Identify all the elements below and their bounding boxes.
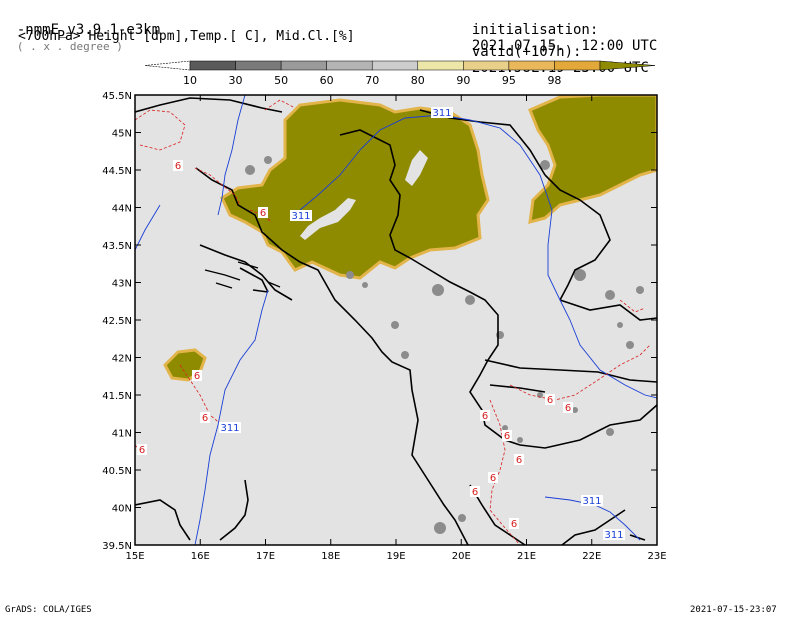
cloud-grey-patches [245, 156, 644, 534]
height-contour-label: 311 [582, 496, 601, 507]
units-note: ( . x . degree ) [16, 40, 123, 53]
temp-label-bg [480, 410, 490, 421]
height-contour-label: 311 [432, 108, 451, 119]
temp-contour-label: 6 [139, 445, 145, 456]
temp-contour-label: 6 [504, 431, 510, 442]
lat-label: 45N [112, 129, 132, 140]
temp-contour-label: 6 [565, 403, 571, 414]
height-contour-label: 311 [220, 423, 239, 434]
temp-label-bg [192, 370, 202, 381]
temp-label-bg [509, 518, 519, 529]
init-label: initialisation: [471, 22, 599, 38]
colorbar-label: 60 [320, 74, 334, 87]
temp-label-bg [258, 207, 268, 218]
temp-label-bg [470, 486, 480, 497]
lon-label: 21E [517, 551, 536, 562]
lon-label: 16E [191, 551, 210, 562]
field-description: <700hPa> Height [dpm],Temp.[ C], Mid.Cl.… [18, 29, 355, 44]
valid-label: valid(+107h): [471, 44, 582, 60]
colorbar-label: 95 [502, 74, 516, 87]
lon-label: 15E [125, 551, 144, 562]
lon-label: 22E [582, 551, 601, 562]
cloud-dense-area-balkans [220, 98, 490, 280]
cloud-gap [405, 150, 428, 186]
lat-label: 40.5N [102, 466, 132, 477]
init-time: 2021.07.15. 12:00 UTC [471, 38, 658, 54]
lon-label: 20E [452, 551, 471, 562]
lat-label: 42N [112, 354, 132, 365]
temp-label-bg [545, 394, 555, 405]
colorbar-label: 90 [456, 74, 470, 87]
temp-label-bg [563, 402, 573, 413]
colorbar-label: 70 [365, 74, 379, 87]
temp-label-bg [200, 412, 210, 423]
height-contours [135, 95, 657, 545]
height-label-bg [290, 210, 312, 221]
lon-label: 17E [256, 551, 275, 562]
islands [204, 261, 281, 293]
temp-contour-label: 6 [547, 395, 553, 406]
temp-contour-label: 6 [490, 473, 496, 484]
temp-contour-label: 6 [194, 371, 200, 382]
colorbar-label: 10 [183, 74, 197, 87]
cloud-gap [300, 198, 356, 240]
temp-contour-label: 6 [472, 487, 478, 498]
colorbar-upper-arrow [599, 60, 656, 71]
lat-label: 44N [112, 204, 132, 215]
lon-label: 18E [321, 551, 340, 562]
temp-label-bg [137, 444, 147, 455]
footer-right: 2021-07-15-23:07 [690, 605, 777, 615]
colorbar-label: 50 [274, 74, 288, 87]
colorbar: 10 30 50 60 70 80 90 95 98 [144, 60, 656, 87]
lat-label: 44.5N [102, 166, 132, 177]
height-contour-label: 311 [291, 211, 310, 222]
colorbar-label: 80 [411, 74, 425, 87]
lat-label: 40N [112, 504, 132, 515]
height-label-bg [219, 422, 241, 433]
temp-label-bg [488, 472, 498, 483]
height-label-bg [603, 529, 625, 540]
coastlines-and-borders [135, 97, 657, 545]
lat-label: 41N [112, 429, 132, 440]
lat-label: 42.5N [102, 316, 132, 327]
temp-label-bg [514, 454, 524, 465]
colorbar-label: 30 [229, 74, 243, 87]
lon-label: 23E [647, 551, 666, 562]
colorbar-label: 98 [547, 74, 561, 87]
footer-left: GrADS: COLA/IGES [5, 605, 92, 615]
temp-contour-label: 6 [516, 455, 522, 466]
temp-contour-label: 6 [260, 208, 266, 219]
lat-label: 43.5N [102, 241, 132, 252]
height-label-bg [581, 495, 603, 506]
temp-contour-label: 6 [511, 519, 517, 530]
temp-contour-label: 6 [202, 413, 208, 424]
height-label-bg [431, 107, 453, 118]
lat-label: 45.5N [102, 91, 132, 102]
temp-label-bg [502, 430, 512, 441]
lat-label: 41.5N [102, 391, 132, 402]
lon-label: 19E [386, 551, 405, 562]
temp-contour-label: 6 [482, 411, 488, 422]
height-contour-label: 311 [604, 530, 623, 541]
lat-label: 43N [112, 279, 132, 290]
model-name: -nmmE_v3.9.1-e3km [16, 22, 161, 38]
temp-contour-label: 6 [175, 161, 181, 172]
lat-label: 39.5N [102, 541, 132, 552]
temp-label-bg [173, 160, 183, 171]
